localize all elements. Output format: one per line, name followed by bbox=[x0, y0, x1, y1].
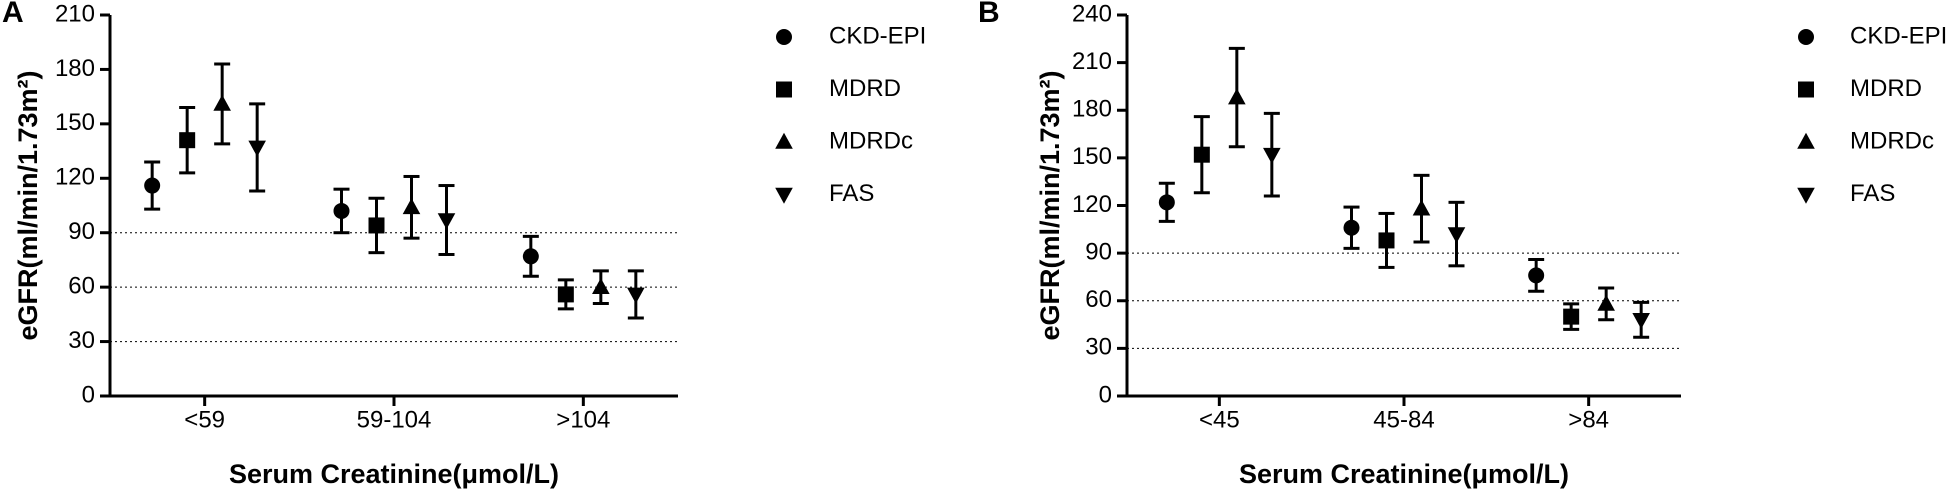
y-tick-label: 180 bbox=[1072, 96, 1112, 123]
marker bbox=[592, 277, 610, 294]
y-tick-label: 30 bbox=[1085, 334, 1112, 361]
y-tick-label: 240 bbox=[1072, 0, 1112, 27]
marker bbox=[1597, 294, 1615, 311]
marker bbox=[437, 213, 456, 230]
x-axis-label: Serum Creatinine(μmol/L) bbox=[1239, 459, 1569, 489]
marker bbox=[522, 248, 539, 265]
marker bbox=[557, 286, 574, 303]
marker bbox=[368, 217, 385, 234]
marker bbox=[627, 287, 645, 304]
x-tick-label: 45-84 bbox=[1373, 406, 1434, 433]
legend-label: CKD-EPI bbox=[829, 22, 926, 49]
x-axis-label: Serum Creatinine(μmol/L) bbox=[229, 459, 559, 489]
y-tick-label: 210 bbox=[55, 0, 95, 27]
marker bbox=[1412, 199, 1431, 216]
legend-label: FAS bbox=[829, 180, 874, 207]
y-tick-label: 30 bbox=[68, 327, 95, 354]
legend-label: FAS bbox=[1850, 180, 1895, 207]
y-tick-label: 150 bbox=[1072, 143, 1112, 170]
marker bbox=[776, 81, 792, 98]
marker bbox=[333, 202, 350, 219]
y-tick-label: 60 bbox=[68, 272, 95, 299]
y-tick-label: 0 bbox=[82, 381, 95, 408]
marker bbox=[775, 132, 793, 149]
x-tick-label: >104 bbox=[556, 406, 610, 433]
legend-label: MDRD bbox=[829, 75, 901, 102]
marker bbox=[1632, 313, 1650, 329]
marker bbox=[144, 177, 161, 194]
marker bbox=[1798, 81, 1814, 98]
marker bbox=[1797, 187, 1815, 204]
marker bbox=[179, 132, 196, 149]
y-tick-label: 210 bbox=[1072, 48, 1112, 75]
legend-label: MDRD bbox=[1850, 75, 1922, 102]
legend-label: MDRDc bbox=[829, 127, 913, 154]
panel-letter: B bbox=[978, 0, 1000, 29]
y-axis-label: eGFR(ml/min/1.73m²) bbox=[1035, 70, 1065, 340]
x-tick-label: <45 bbox=[1199, 406, 1240, 433]
marker bbox=[1343, 219, 1360, 236]
y-tick-label: 60 bbox=[1085, 286, 1112, 313]
marker bbox=[1263, 147, 1281, 164]
y-tick-label: 90 bbox=[1085, 238, 1112, 265]
y-tick-label: 150 bbox=[55, 109, 95, 136]
y-tick-label: 120 bbox=[55, 164, 95, 191]
marker bbox=[775, 187, 793, 204]
marker bbox=[248, 140, 266, 157]
y-tick-label: 180 bbox=[55, 55, 95, 82]
marker bbox=[213, 94, 231, 111]
marker bbox=[1563, 308, 1580, 325]
marker bbox=[402, 198, 421, 215]
y-axis-label: eGFR(ml/min/1.73m²) bbox=[13, 70, 43, 340]
y-tick-label: 120 bbox=[1072, 191, 1112, 218]
x-tick-label: <59 bbox=[184, 406, 225, 433]
marker bbox=[1797, 132, 1815, 149]
marker bbox=[1193, 146, 1210, 163]
marker bbox=[1158, 194, 1175, 211]
marker bbox=[1798, 29, 1814, 45]
x-tick-label: 59-104 bbox=[357, 406, 432, 433]
panel-letter: A bbox=[2, 0, 24, 29]
marker bbox=[1528, 267, 1545, 284]
marker bbox=[776, 29, 792, 45]
marker bbox=[1447, 227, 1466, 244]
marker bbox=[1228, 88, 1246, 105]
legend-label: MDRDc bbox=[1850, 127, 1934, 154]
marker bbox=[1378, 232, 1395, 249]
x-tick-label: >84 bbox=[1568, 406, 1609, 433]
legend-label: CKD-EPI bbox=[1850, 22, 1947, 49]
y-tick-label: 0 bbox=[1099, 381, 1112, 408]
y-tick-label: 90 bbox=[68, 218, 95, 245]
